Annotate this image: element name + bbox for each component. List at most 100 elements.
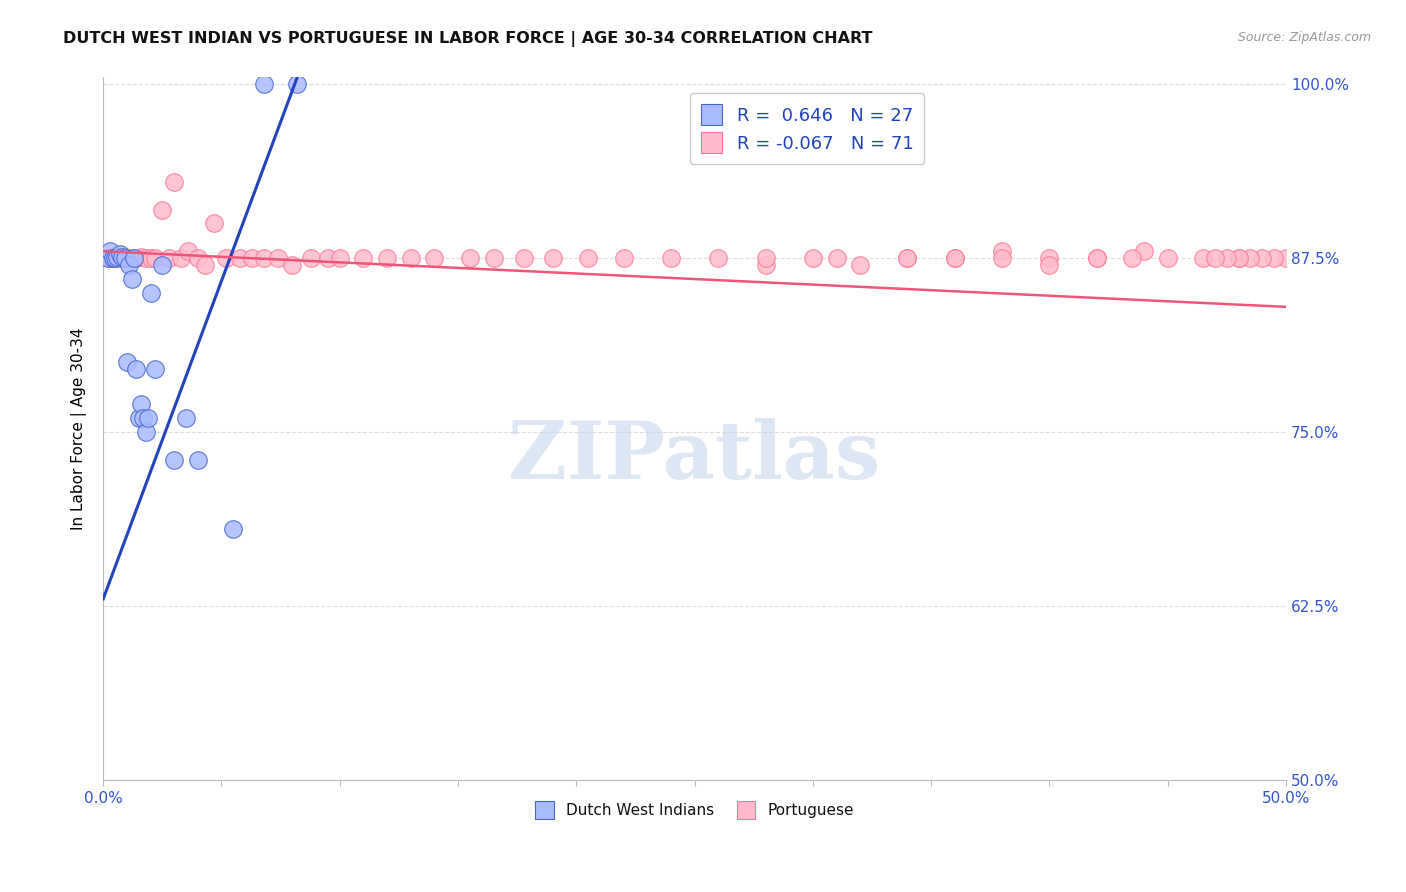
Point (174, 411, 197, 425)
Point (108, 251, 131, 265)
Point (139, 285, 162, 300)
Point (114, 251, 136, 265)
Point (1133, 244, 1156, 259)
Point (1038, 258, 1060, 272)
Point (1263, 251, 1285, 265)
Point (107, 250, 129, 264)
Point (215, 251, 238, 265)
Point (98, 250, 121, 264)
Point (163, 452, 186, 467)
Point (896, 251, 918, 265)
Point (1239, 251, 1261, 265)
Point (129, 250, 152, 264)
Point (253, 78, 276, 92)
Point (104, 251, 127, 265)
Point (576, 251, 599, 265)
Point (132, 411, 155, 425)
Point (194, 258, 217, 272)
Point (1227, 251, 1250, 265)
Point (1192, 251, 1215, 265)
Point (222, 522, 245, 536)
Point (136, 411, 159, 425)
Point (98, 244, 121, 259)
Point (187, 251, 209, 265)
Point (754, 251, 776, 265)
Point (299, 251, 322, 265)
Point (163, 175, 186, 189)
Point (202, 216, 225, 230)
Point (125, 362, 148, 376)
Point (754, 258, 776, 272)
Point (114, 250, 136, 264)
Legend: Dutch West Indians, Portuguese: Dutch West Indians, Portuguese (529, 795, 860, 824)
Point (159, 251, 181, 265)
Point (240, 251, 263, 265)
Point (285, 78, 308, 92)
Point (229, 251, 252, 265)
Point (115, 355, 138, 369)
Point (1157, 251, 1180, 265)
Point (991, 244, 1014, 259)
Point (541, 251, 564, 265)
Point (896, 251, 918, 265)
Point (104, 251, 127, 265)
Point (118, 258, 141, 272)
Point (316, 251, 339, 265)
Point (143, 362, 166, 376)
Point (170, 251, 193, 265)
Point (143, 251, 166, 265)
Point (267, 251, 290, 265)
Point (1227, 251, 1250, 265)
Point (1204, 251, 1226, 265)
Point (122, 251, 145, 265)
Point (128, 411, 150, 425)
Point (1038, 251, 1060, 265)
Point (150, 258, 173, 272)
Point (1085, 251, 1108, 265)
Point (108, 247, 131, 261)
Point (111, 250, 134, 264)
Point (513, 251, 536, 265)
Point (352, 251, 374, 265)
Text: Source: ZipAtlas.com: Source: ZipAtlas.com (1237, 31, 1371, 45)
Point (1251, 251, 1274, 265)
Point (121, 272, 143, 286)
Point (187, 452, 209, 467)
Point (135, 251, 157, 265)
Point (101, 251, 124, 265)
Point (849, 258, 872, 272)
Point (458, 251, 481, 265)
Point (1121, 251, 1143, 265)
Text: ZIPatlas: ZIPatlas (509, 417, 880, 496)
Point (253, 251, 276, 265)
Point (111, 251, 134, 265)
Point (399, 251, 422, 265)
Point (125, 251, 148, 265)
Point (135, 425, 157, 439)
Point (423, 251, 446, 265)
Point (991, 251, 1014, 265)
Point (1275, 251, 1298, 265)
Point (177, 244, 200, 259)
Point (150, 202, 173, 217)
Point (613, 251, 636, 265)
Point (139, 251, 162, 265)
Point (943, 251, 966, 265)
Point (101, 251, 124, 265)
Text: DUTCH WEST INDIAN VS PORTUGUESE IN LABOR FORCE | AGE 30-34 CORRELATION CHART: DUTCH WEST INDIAN VS PORTUGUESE IN LABOR… (63, 31, 873, 47)
Point (825, 251, 848, 265)
Point (659, 251, 682, 265)
Point (943, 251, 966, 265)
Point (97, 251, 120, 265)
Point (281, 258, 304, 272)
Point (121, 251, 143, 265)
Point (115, 251, 138, 265)
Y-axis label: In Labor Force | Age 30-34: In Labor Force | Age 30-34 (72, 327, 87, 530)
Point (375, 251, 398, 265)
Point (707, 251, 730, 265)
Point (107, 250, 129, 264)
Point (97, 251, 120, 265)
Point (1216, 251, 1239, 265)
Point (1085, 251, 1108, 265)
Point (482, 251, 505, 265)
